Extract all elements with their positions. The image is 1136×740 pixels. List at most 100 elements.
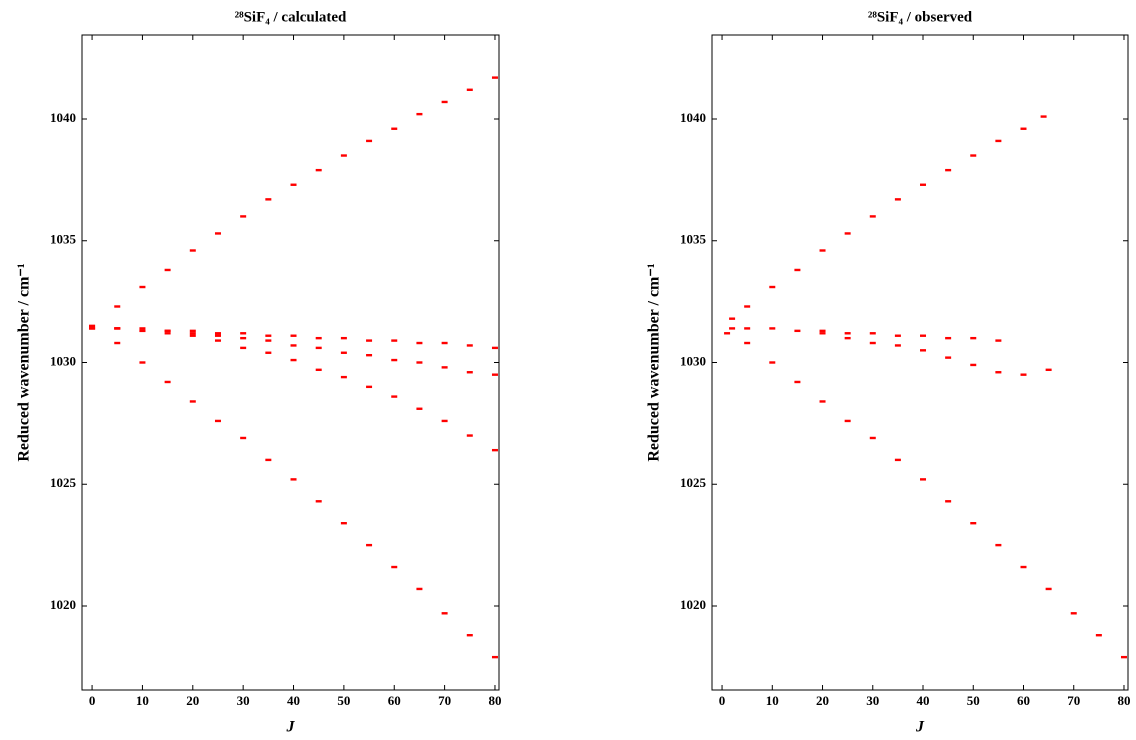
data-point <box>869 215 876 218</box>
data-point <box>970 154 977 157</box>
data-point <box>164 380 171 384</box>
data-point <box>164 329 171 333</box>
data-point <box>340 336 347 340</box>
data-point <box>819 249 826 252</box>
data-point <box>744 305 751 308</box>
data-point <box>340 351 347 354</box>
x-tick-label: 50 <box>967 693 980 708</box>
data-point <box>920 334 927 337</box>
data-point <box>366 353 373 357</box>
data-point <box>214 332 221 335</box>
data-point <box>491 373 498 376</box>
data-point <box>769 327 776 330</box>
data-point <box>89 327 96 330</box>
data-point <box>970 522 977 525</box>
data-point <box>240 336 247 340</box>
data-point <box>945 356 952 359</box>
data-point <box>416 587 423 591</box>
data-point <box>441 612 448 615</box>
data-point <box>970 363 977 367</box>
x-tick-label: 50 <box>337 693 350 708</box>
x-tick-label: 40 <box>917 693 930 708</box>
data-point <box>189 334 196 337</box>
data-point <box>340 522 347 525</box>
data-point <box>945 168 952 172</box>
data-point <box>416 361 423 364</box>
data-point <box>466 634 473 637</box>
data-point <box>340 154 347 157</box>
data-point <box>139 285 146 289</box>
data-point <box>724 332 731 335</box>
data-point <box>214 232 221 235</box>
data-point <box>189 400 196 403</box>
data-point <box>794 268 801 272</box>
chart-title: ²⁸SiF₄ / calculated <box>235 9 347 25</box>
data-point <box>995 543 1002 547</box>
y-axis-label: Reduced wavenumber / cm⁻¹ <box>16 263 33 461</box>
data-point <box>945 500 952 503</box>
data-point <box>869 341 876 345</box>
x-tick-label: 20 <box>816 693 829 708</box>
data-point <box>995 139 1002 143</box>
data-point <box>265 334 272 337</box>
data-point <box>416 341 423 345</box>
data-point <box>290 344 297 347</box>
data-point <box>466 371 473 374</box>
data-point <box>391 358 398 362</box>
data-point <box>214 334 221 337</box>
data-point <box>894 334 901 337</box>
data-point <box>1045 368 1052 372</box>
x-tick-label: 30 <box>237 693 250 708</box>
data-point <box>995 339 1002 342</box>
data-point <box>894 198 901 201</box>
data-point <box>819 400 826 403</box>
y-tick-label: 1025 <box>50 475 77 490</box>
y-axis-label: Reduced wavenumber / cm⁻¹ <box>646 263 663 461</box>
data-point <box>1020 127 1027 130</box>
data-point <box>491 346 498 350</box>
data-point <box>290 183 297 186</box>
data-point <box>1095 634 1102 637</box>
x-tick-label: 10 <box>136 693 149 708</box>
data-point <box>869 436 876 440</box>
data-point <box>1070 612 1077 615</box>
data-point <box>391 339 398 342</box>
data-point <box>290 358 297 362</box>
data-point <box>844 332 851 335</box>
data-point <box>139 361 146 364</box>
y-tick-label: 1020 <box>50 597 76 612</box>
data-point <box>869 332 876 335</box>
y-tick-label: 1020 <box>680 597 706 612</box>
data-point <box>466 434 473 437</box>
data-point <box>1020 565 1027 569</box>
data-point <box>441 366 448 369</box>
x-tick-label: 10 <box>766 693 779 708</box>
data-point <box>315 168 322 172</box>
data-point <box>920 183 927 186</box>
data-point <box>139 329 146 333</box>
y-tick-label: 1035 <box>680 232 707 247</box>
data-point <box>290 478 297 481</box>
data-point <box>769 361 776 364</box>
data-point <box>491 655 498 659</box>
x-tick-label: 20 <box>186 693 199 708</box>
data-point <box>819 332 826 335</box>
data-point <box>391 395 398 398</box>
data-point <box>1120 655 1127 659</box>
data-point <box>441 341 448 345</box>
data-point <box>729 317 736 320</box>
data-point <box>970 336 977 340</box>
data-point <box>366 139 373 143</box>
data-point <box>114 341 121 345</box>
data-point <box>240 332 247 335</box>
x-axis-label: J <box>915 719 925 736</box>
data-point <box>391 565 398 569</box>
data-point <box>366 385 373 389</box>
data-point <box>189 329 196 333</box>
data-point <box>315 336 322 340</box>
data-point <box>164 332 171 335</box>
data-point <box>416 112 423 116</box>
x-tick-label: 80 <box>488 693 501 708</box>
y-tick-label: 1025 <box>680 475 707 490</box>
x-axis-label: J <box>286 719 296 736</box>
